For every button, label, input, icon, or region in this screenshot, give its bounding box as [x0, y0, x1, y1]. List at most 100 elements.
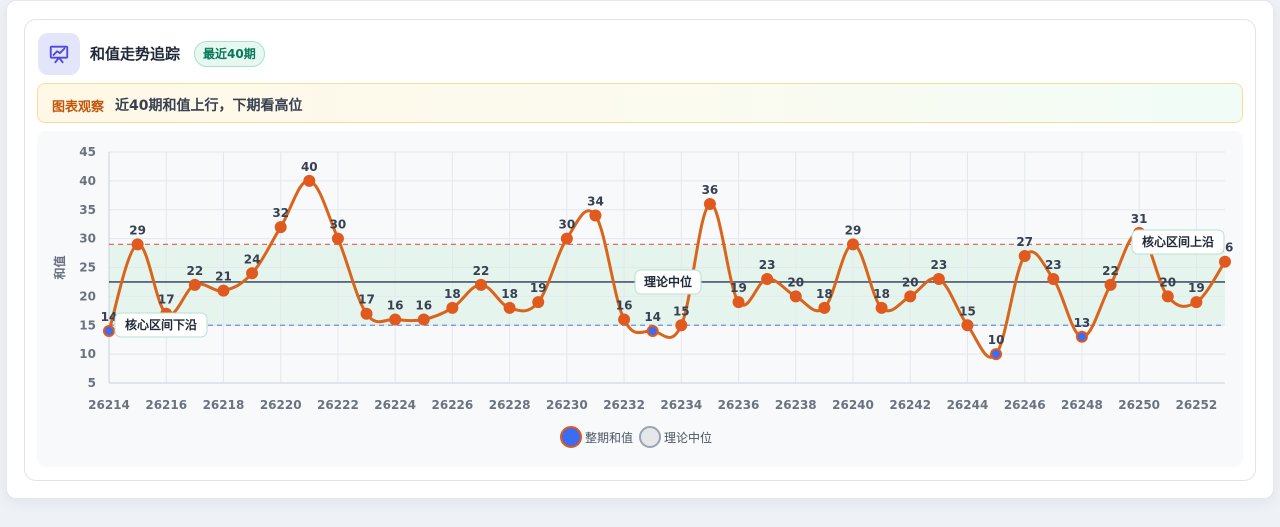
- x-tick-label: 26220: [260, 398, 302, 412]
- data-point: [1219, 255, 1231, 268]
- data-point: [188, 278, 201, 291]
- data-point: [1018, 249, 1031, 262]
- y-tick-label: 10: [79, 347, 96, 361]
- data-label: 30: [330, 218, 347, 232]
- data-point: [904, 290, 917, 303]
- data-label: 34: [587, 195, 604, 209]
- data-label: 31: [1131, 212, 1148, 226]
- legend-item-main[interactable]: 整期和值: [560, 426, 633, 448]
- data-point: [675, 319, 688, 332]
- x-tick-label: 26234: [660, 398, 702, 412]
- data-label: 15: [959, 304, 976, 318]
- x-tick-label: 26250: [1118, 398, 1160, 412]
- data-label: 20: [787, 275, 804, 289]
- data-label: 22: [186, 264, 203, 278]
- x-tick-label: 26252: [1176, 398, 1218, 412]
- data-label: 22: [1102, 264, 1119, 278]
- data-label: 18: [501, 287, 518, 301]
- median-callout-text: 理论中位: [644, 274, 692, 289]
- data-label: 19: [530, 281, 547, 295]
- chart-legend: 整期和值 理论中位: [560, 426, 712, 448]
- x-tick-label: 26244: [947, 398, 989, 412]
- data-label: 29: [845, 223, 862, 237]
- data-point: [646, 325, 659, 338]
- data-point: [560, 232, 573, 245]
- lower-bound-callout: [114, 312, 208, 338]
- data-point: [389, 313, 402, 326]
- data-label: 15: [673, 304, 690, 318]
- data-label: 14: [101, 310, 118, 324]
- insight-tag: 图表观察: [52, 100, 105, 115]
- data-label: 21: [215, 270, 232, 284]
- data-point: [475, 278, 487, 291]
- data-label: 17: [358, 293, 375, 307]
- data-point: [761, 273, 774, 286]
- data-label: 16: [616, 298, 633, 312]
- x-tick-label: 26240: [832, 398, 874, 412]
- data-label: 19: [1188, 281, 1205, 295]
- data-label: 16: [387, 298, 404, 312]
- data-point: [961, 319, 974, 332]
- x-tick-label: 26218: [203, 398, 245, 412]
- data-label: 24: [244, 252, 261, 266]
- y-tick-label: 15: [79, 318, 96, 332]
- data-label: 36: [702, 183, 719, 197]
- data-point: [618, 313, 631, 326]
- data-label: 14: [644, 310, 661, 324]
- data-label: 22: [473, 264, 490, 278]
- legend-swatch-median: [639, 426, 662, 448]
- insight-banner: 图表观察 近40期和值上行，下期看高位: [37, 83, 1243, 123]
- legend-item-median[interactable]: 理论中位: [639, 426, 712, 448]
- x-tick-label: 26230: [546, 398, 588, 412]
- data-label: 16: [415, 298, 432, 312]
- y-tick-label: 35: [79, 203, 96, 217]
- x-tick-label: 26242: [889, 398, 931, 412]
- y-tick-label: 25: [79, 261, 96, 275]
- insight-text: 近40期和值上行，下期看高位: [115, 98, 303, 114]
- data-label: 23: [930, 258, 947, 272]
- data-label: 19: [730, 281, 747, 295]
- series-line: [107, 179, 1227, 359]
- data-point: [732, 296, 745, 309]
- data-point: [103, 325, 115, 338]
- x-tick-label: 26248: [1061, 398, 1103, 412]
- data-point: [932, 273, 945, 286]
- data-label: 18: [444, 287, 461, 301]
- data-point: [789, 290, 802, 303]
- data-point: [331, 232, 344, 245]
- data-label: 10: [988, 333, 1005, 347]
- x-tick-label: 26246: [1004, 398, 1046, 412]
- data-point: [503, 301, 516, 314]
- x-tick-label: 26232: [603, 398, 645, 412]
- data-point: [274, 221, 287, 234]
- x-tick-label: 26214: [88, 398, 130, 412]
- x-tick-label: 26236: [718, 398, 760, 412]
- page-title: 和值走势追踪: [90, 45, 181, 63]
- data-label: 29: [129, 223, 146, 237]
- lower-bound-callout-text: 核心区间下沿: [125, 317, 197, 332]
- data-point: [446, 301, 459, 314]
- data-label: 27: [1016, 235, 1033, 249]
- x-tick-label: 26224: [374, 398, 416, 412]
- data-point: [1047, 273, 1060, 286]
- data-point: [1075, 330, 1088, 343]
- y-tick-label: 30: [79, 232, 96, 246]
- y-tick-label: 20: [79, 289, 96, 303]
- data-point: [417, 313, 430, 326]
- data-point: [990, 348, 1003, 361]
- median-callout: [634, 269, 702, 295]
- period-badge: 最近40期: [194, 41, 265, 67]
- data-point: [589, 209, 602, 222]
- data-label: 23: [759, 258, 776, 272]
- legend-label-main: 整期和值: [585, 430, 634, 445]
- data-label: 13: [1074, 316, 1091, 330]
- x-tick-label: 26226: [432, 398, 474, 412]
- data-point: [818, 301, 831, 314]
- data-label: 20: [1159, 275, 1176, 289]
- data-label: 30: [558, 218, 575, 232]
- upper-bound-callout-text: 核心区间上沿: [1142, 234, 1214, 249]
- data-label: 20: [902, 275, 919, 289]
- data-point: [703, 197, 716, 210]
- data-point: [131, 238, 144, 251]
- data-point: [1104, 278, 1117, 291]
